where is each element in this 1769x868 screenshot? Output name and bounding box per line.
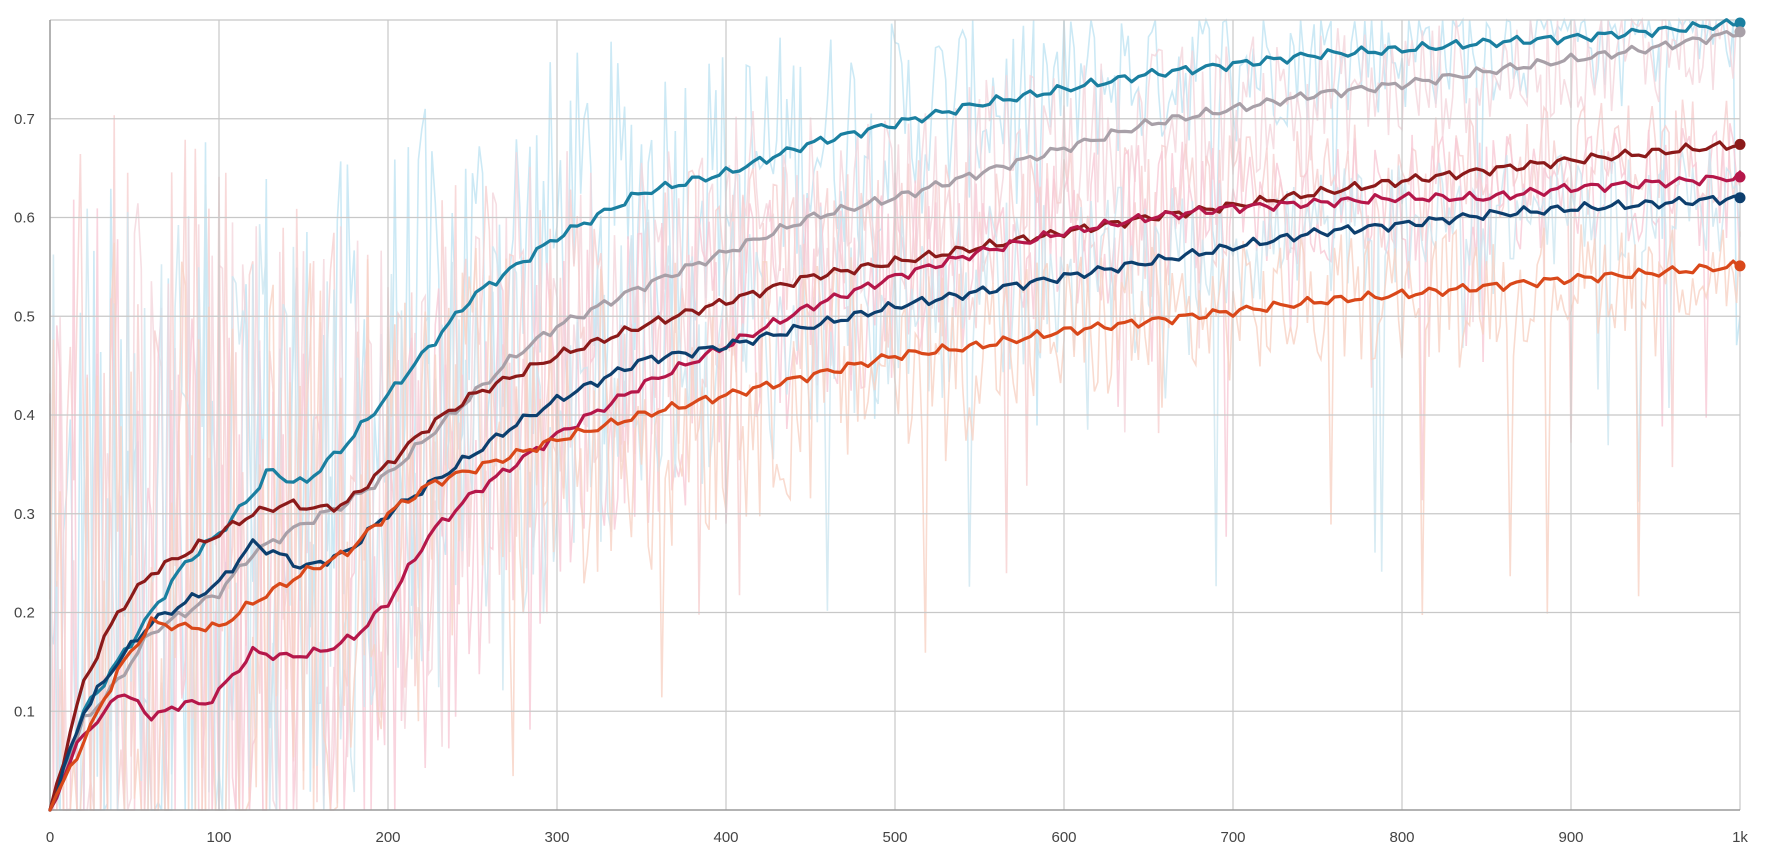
y-tick-labels: 0.1 0.2 0.3 0.4 0.5 0.6 0.7 (14, 111, 35, 721)
y-tick-label: 0.1 (14, 703, 35, 720)
series-end-point-4 (1734, 192, 1746, 204)
y-tick-label: 0.5 (14, 308, 35, 325)
y-tick-label: 0.4 (14, 407, 35, 424)
x-tick-label: 300 (544, 829, 569, 846)
y-tick-label: 0.6 (14, 210, 35, 227)
y-tick-label: 0.2 (14, 605, 35, 622)
series-line-0 (48, 18, 1742, 812)
series-end-point-3 (1734, 171, 1746, 183)
series-layer (48, 17, 1746, 812)
x-tick-label: 700 (1220, 829, 1245, 846)
series-end-point-2 (1734, 138, 1746, 150)
series-end-point-1 (1734, 26, 1746, 38)
grid (50, 19, 1741, 810)
x-tick-label: 800 (1389, 829, 1414, 846)
series-line-5 (48, 259, 1742, 812)
y-tick-label: 0.3 (14, 506, 35, 523)
x-tick-label: 1k (1732, 829, 1748, 846)
x-tick-label: 0 (46, 829, 54, 846)
axes (49, 20, 1740, 811)
series-end-point-5 (1734, 260, 1746, 272)
x-tick-label: 500 (882, 829, 907, 846)
series-end-point-0 (1734, 17, 1746, 29)
x-tick-label: 900 (1558, 829, 1583, 846)
series-line-3 (48, 170, 1742, 812)
series-line-2 (48, 140, 1742, 812)
x-tick-label: 400 (713, 829, 738, 846)
x-tick-label: 200 (375, 829, 400, 846)
x-tick-labels: 0 100 200 300 400 500 600 700 800 900 1k (46, 829, 1749, 846)
y-tick-label: 0.7 (14, 111, 35, 128)
x-tick-label: 100 (206, 829, 231, 846)
x-tick-label: 600 (1051, 829, 1076, 846)
